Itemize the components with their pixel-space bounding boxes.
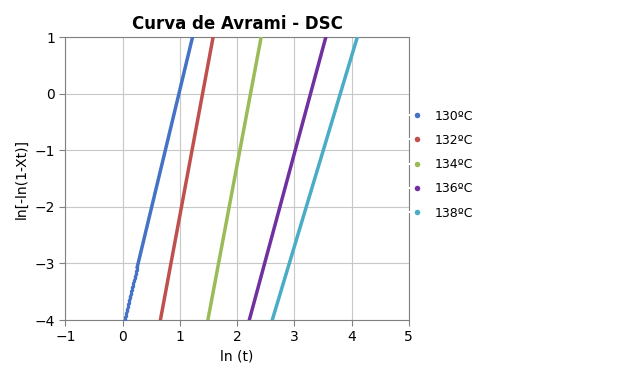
Point xyxy=(123,300,134,306)
Point xyxy=(128,278,139,284)
Point xyxy=(129,277,139,283)
Point xyxy=(128,282,138,288)
Title: Curva de Avrami - DSC: Curva de Avrami - DSC xyxy=(132,15,342,33)
Point xyxy=(123,302,133,309)
Point xyxy=(123,301,134,307)
Point xyxy=(132,264,142,270)
Point xyxy=(127,285,137,291)
Point xyxy=(121,310,131,316)
Point xyxy=(124,297,134,303)
Point xyxy=(128,280,139,286)
Point xyxy=(127,284,137,290)
Point xyxy=(120,313,130,319)
Point xyxy=(125,293,135,299)
Point xyxy=(124,298,134,304)
X-axis label: ln (t): ln (t) xyxy=(220,350,254,364)
Point xyxy=(131,268,141,274)
Point xyxy=(122,305,132,312)
Point xyxy=(120,316,130,322)
Point xyxy=(130,273,141,279)
Point xyxy=(121,311,131,317)
Point xyxy=(126,290,136,296)
Point xyxy=(130,271,141,277)
Point xyxy=(128,281,138,287)
Point xyxy=(130,276,140,282)
Point xyxy=(132,267,142,273)
Point xyxy=(120,314,130,320)
Point xyxy=(130,274,140,280)
Point xyxy=(126,291,136,297)
Y-axis label: ln[-ln(1-Xt)]: ln[-ln(1-Xt)] xyxy=(15,139,29,219)
Point xyxy=(127,288,137,294)
Point xyxy=(120,317,130,323)
Point xyxy=(131,269,141,276)
Point xyxy=(119,318,129,324)
Point xyxy=(123,304,133,310)
Point xyxy=(122,309,132,315)
Point xyxy=(119,320,129,326)
Point xyxy=(127,287,137,293)
Legend: 130ºC, 132ºC, 134ºC, 136ºC, 138ºC: 130ºC, 132ºC, 134ºC, 136ºC, 138ºC xyxy=(399,105,478,224)
Point xyxy=(125,296,135,302)
Point xyxy=(122,307,132,313)
Point xyxy=(125,294,135,300)
Point xyxy=(132,265,142,271)
